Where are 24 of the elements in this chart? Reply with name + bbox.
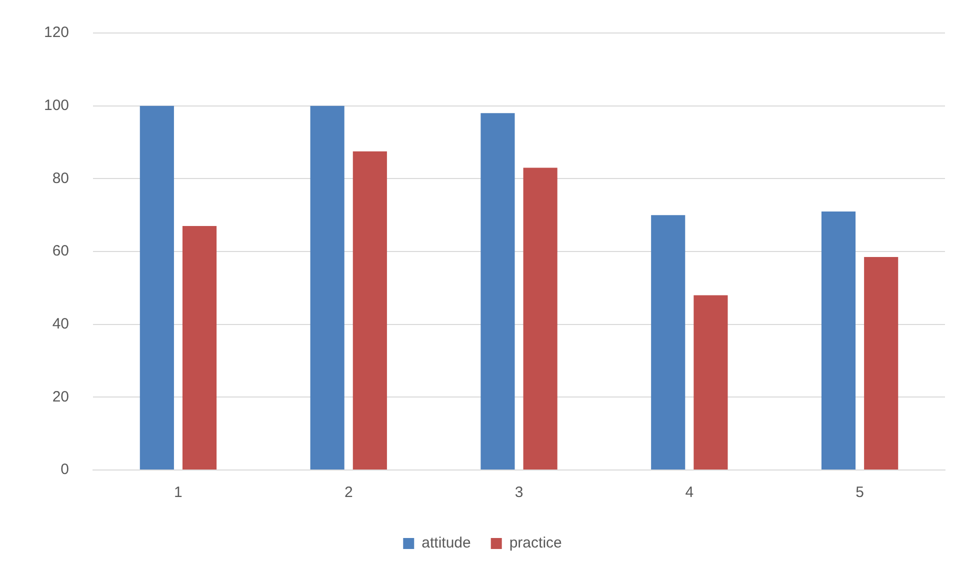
y-tick-label: 60 — [52, 242, 70, 260]
bar — [182, 226, 217, 470]
y-tick-label: 80 — [52, 170, 70, 187]
x-tick-label: 5 — [856, 484, 864, 502]
bar — [864, 256, 898, 470]
y-tick-label: 40 — [52, 315, 70, 332]
bar — [480, 113, 515, 470]
y-tick-label: 20 — [52, 388, 70, 406]
legend-label: practice — [509, 534, 562, 552]
y-tick-label: 100 — [44, 96, 70, 114]
y-tick-label: 0 — [60, 461, 70, 478]
x-tick-label: 4 — [685, 484, 694, 502]
x-tick-label: 2 — [344, 484, 353, 502]
x-tick-label: 3 — [514, 484, 524, 502]
bar — [694, 295, 728, 470]
bar — [821, 211, 856, 470]
bar — [140, 106, 174, 470]
bar — [352, 151, 387, 470]
bar — [310, 106, 344, 470]
legend-label: attitude — [422, 534, 471, 552]
bar — [651, 215, 686, 470]
y-tick-label: 120 — [44, 24, 70, 42]
bar — [523, 168, 558, 470]
x-tick-label: 1 — [174, 484, 182, 502]
